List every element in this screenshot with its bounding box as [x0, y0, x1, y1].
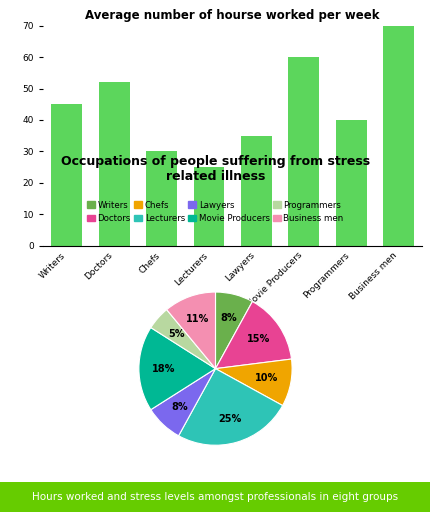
Text: 18%: 18% — [151, 364, 175, 374]
Title: Average number of hourse worked per week: Average number of hourse worked per week — [85, 9, 379, 22]
Bar — [288, 57, 319, 246]
Text: 10%: 10% — [255, 373, 278, 383]
Text: Hours worked and stress levels amongst professionals in eight groups: Hours worked and stress levels amongst p… — [32, 492, 398, 502]
Text: 25%: 25% — [218, 414, 241, 424]
Wedge shape — [178, 369, 282, 445]
Wedge shape — [138, 328, 215, 410]
Text: 11%: 11% — [186, 314, 209, 325]
Wedge shape — [215, 292, 252, 369]
Wedge shape — [166, 292, 215, 369]
Bar — [382, 26, 413, 246]
Wedge shape — [150, 310, 215, 369]
Bar — [335, 120, 366, 246]
Bar — [98, 82, 129, 246]
Legend: Writers, Doctors, Chefs, Lecturers, Lawyers, Movie Producers, Programmers, Busin: Writers, Doctors, Chefs, Lecturers, Lawy… — [84, 197, 346, 226]
Text: 5%: 5% — [168, 329, 184, 339]
Wedge shape — [215, 359, 292, 406]
Bar — [193, 167, 224, 246]
Title: Occupations of people suffering from stress
related illness: Occupations of people suffering from str… — [61, 155, 369, 183]
Text: 8%: 8% — [220, 313, 236, 323]
Bar — [240, 136, 271, 246]
Bar — [51, 104, 82, 246]
Bar — [146, 152, 177, 246]
Text: 15%: 15% — [246, 334, 270, 344]
Text: 8%: 8% — [171, 402, 187, 412]
Wedge shape — [215, 302, 291, 369]
Wedge shape — [150, 369, 215, 436]
